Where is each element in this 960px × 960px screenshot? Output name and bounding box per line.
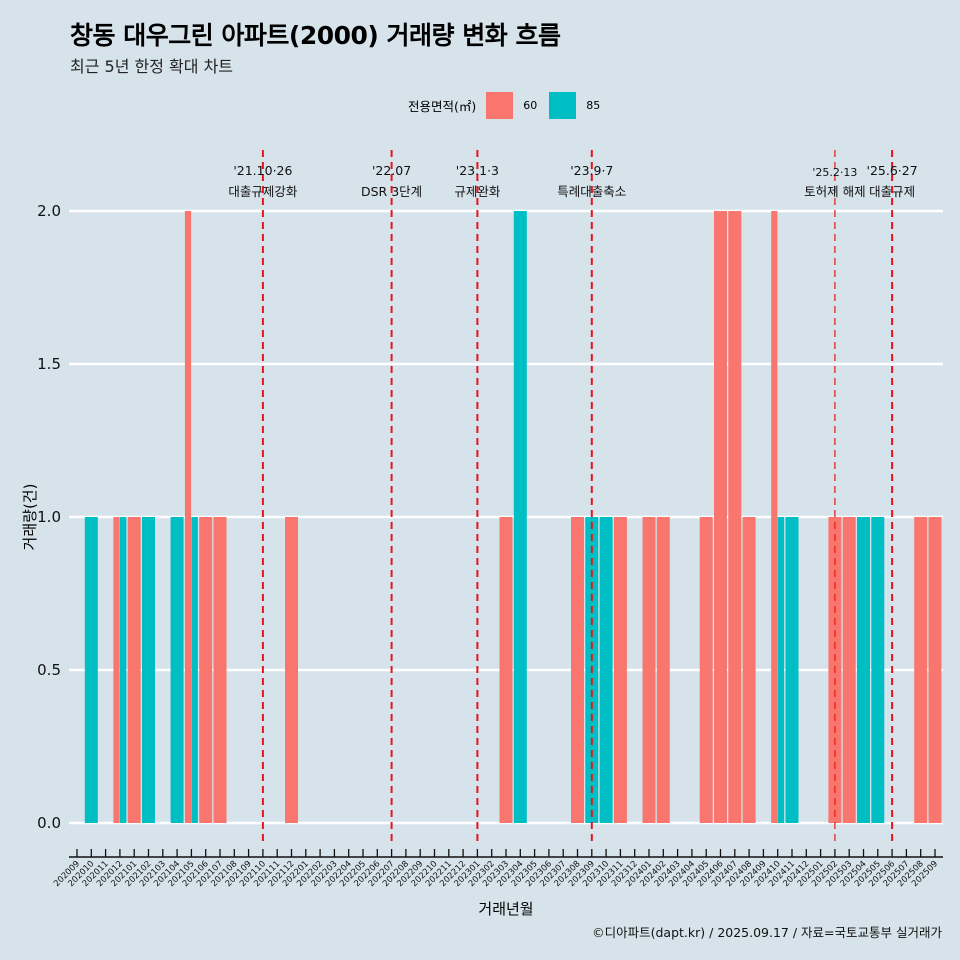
event-label: DSR 3단계 <box>361 184 422 199</box>
bar-60-202012 <box>113 517 120 823</box>
x-axis: 2020092020102020112020122021012021022021… <box>52 849 943 889</box>
y-tick-label: 2.0 <box>37 202 61 220</box>
bar-60-202106 <box>199 517 213 823</box>
event-date-label: '25.6·27 <box>867 163 918 178</box>
bar-85-202105 <box>191 517 198 823</box>
bar-85-202411 <box>785 517 799 823</box>
bar-60-202503 <box>842 517 856 823</box>
bar-60-202112 <box>285 517 298 823</box>
bar-85-202104 <box>170 517 184 823</box>
event-label: 대출규제 <box>869 184 915 199</box>
event-label: 규제완화 <box>454 184 501 199</box>
bar-85-202102 <box>142 517 155 823</box>
bar-85-202504 <box>857 517 870 823</box>
bar-85-202310 <box>599 517 613 823</box>
bar-60-202405 <box>699 517 713 823</box>
bar-85-202410 <box>777 517 785 823</box>
bar-85-202304 <box>513 211 527 823</box>
event-date-label: '21.10·26 <box>233 163 292 178</box>
bar-60-202101 <box>127 517 141 823</box>
event-label: 특례대출축소 <box>557 184 626 199</box>
event-date-label: '23.1·3 <box>456 163 499 178</box>
bar-60-202401 <box>642 517 656 823</box>
legend-label-60: 60 <box>523 99 538 112</box>
y-tick-label: 1.0 <box>37 508 61 526</box>
bar-60-202406 <box>714 211 727 823</box>
chart-subtitle: 최근 5년 한정 확대 차트 <box>70 57 234 76</box>
bar-60-202508 <box>914 517 928 823</box>
legend: 전용면적(㎡) 60 85 <box>408 92 612 119</box>
bar-60-202410 <box>771 211 778 823</box>
y-axis-title: 거래량(건) <box>21 484 39 551</box>
y-tick-label: 1.5 <box>37 355 61 373</box>
x-axis-title: 거래년월 <box>478 900 533 918</box>
bar-85-202505 <box>871 517 885 823</box>
bar-60-202408 <box>742 517 756 823</box>
bar-60-202407 <box>728 211 742 823</box>
event-label: 토허제 해제 <box>804 184 865 199</box>
y-tick-label: 0.0 <box>37 814 61 832</box>
chart-title: 창동 대우그린 아파트(2000) 거래량 변화 흐름 <box>70 21 561 50</box>
event-date-label: '23.9·7 <box>570 163 613 178</box>
event-lines: '21.10·26 대출규제강화 '22.07 DSR 3단계 '23.1·3 규제완화 '… <box>228 150 918 845</box>
bar-60-202402 <box>656 517 670 823</box>
bar-60-202303 <box>499 517 513 823</box>
legend-swatch-60 <box>486 92 514 119</box>
y-axis: 0.0 0.5 1.0 1.5 2.0 <box>37 202 61 832</box>
bar-60-202308 <box>571 517 584 823</box>
y-tick-label: 0.5 <box>37 661 61 679</box>
bar-60-202107 <box>213 517 227 823</box>
bar-85-202010 <box>84 517 98 823</box>
event-date-label: '22.07 <box>372 163 411 178</box>
legend-swatch-85 <box>549 92 577 119</box>
bar-60-202509 <box>928 517 942 823</box>
event-date-label: '25.2·13 <box>812 166 857 179</box>
legend-title: 전용면적(㎡) <box>408 99 477 114</box>
source-caption: ©디아파트(dapt.kr) / 2025.09.17 / 자료=국토교통부 실… <box>592 925 942 940</box>
bar-60-202311 <box>613 517 627 823</box>
legend-label-85: 85 <box>586 99 601 112</box>
bar-85-202012 <box>119 517 127 823</box>
event-label: 대출규제강화 <box>228 184 298 199</box>
bar-60-202105 <box>184 211 192 823</box>
